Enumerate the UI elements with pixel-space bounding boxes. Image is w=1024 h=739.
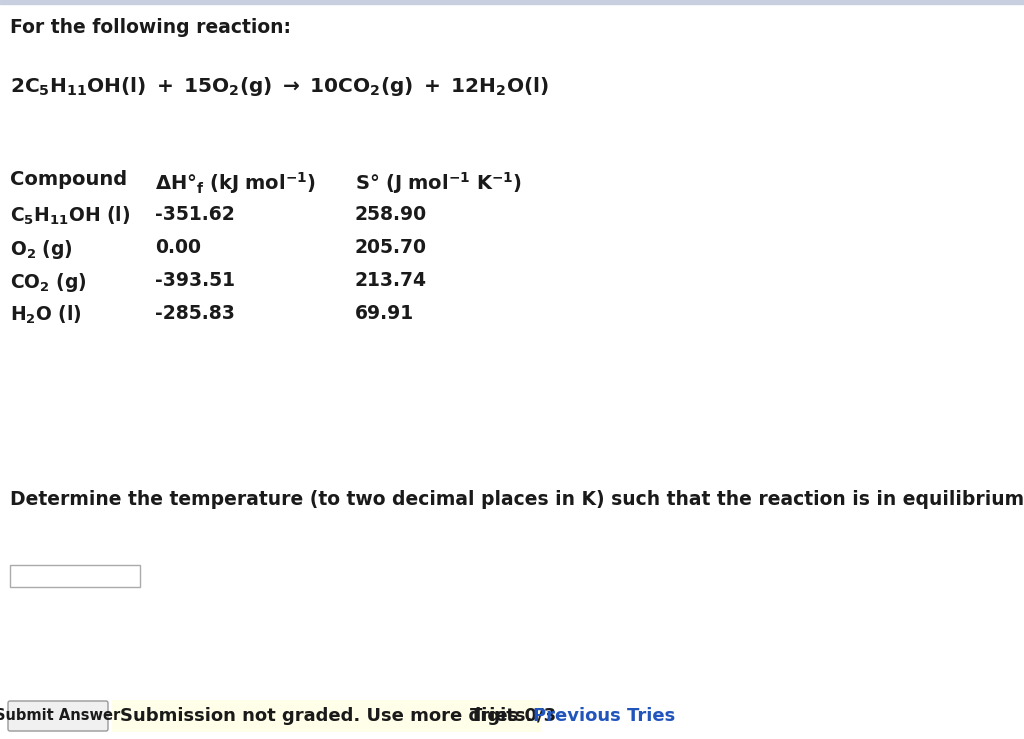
Text: -393.51: -393.51 [155,271,234,290]
Text: 205.70: 205.70 [355,238,427,257]
Text: Submission not graded. Use more digits.: Submission not graded. Use more digits. [120,707,532,725]
FancyBboxPatch shape [8,701,108,731]
Text: Determine the temperature (to two decimal places in K) such that the reaction is: Determine the temperature (to two decima… [10,490,1024,509]
Text: $\mathbf{H_2O\ (l)}$: $\mathbf{H_2O\ (l)}$ [10,304,82,327]
Text: 69.91: 69.91 [355,304,414,323]
Bar [0,0,1024,4]
Text: $\mathbf{2C_5H_{11}OH(l)\ +\ 15O_2(g)\ \rightarrow\ 10CO_2(g)\ +\ 12H_2O(l)}$: $\mathbf{2C_5H_{11}OH(l)\ +\ 15O_2(g)\ \… [10,75,549,98]
Text: $\mathbf{\Delta H°_f\ (kJ\ mol^{-1})}$: $\mathbf{\Delta H°_f\ (kJ\ mol^{-1})}$ [155,170,316,196]
Text: Previous Tries: Previous Tries [534,707,675,725]
Text: -285.83: -285.83 [155,304,234,323]
FancyBboxPatch shape [10,565,140,587]
Text: $\mathbf{CO_2\ (g)}$: $\mathbf{CO_2\ (g)}$ [10,271,87,294]
Text: Submit Answer: Submit Answer [0,709,121,723]
Text: -351.62: -351.62 [155,205,234,224]
Text: 258.90: 258.90 [355,205,427,224]
Text: 0.00: 0.00 [155,238,201,257]
Text: For the following reaction:: For the following reaction: [10,18,291,37]
Text: 213.74: 213.74 [355,271,427,290]
Text: $\mathbf{S°\ (J\ mol^{-1}\ K^{-1})}$: $\mathbf{S°\ (J\ mol^{-1}\ K^{-1})}$ [355,170,522,196]
Text: Compound: Compound [10,170,127,189]
Text: Tries 0/3: Tries 0/3 [470,707,562,725]
Bar [112,700,542,732]
Text: $\mathbf{O_2\ (g)}$: $\mathbf{O_2\ (g)}$ [10,238,73,261]
Text: $\mathbf{C_5H_{11}OH\ (l)}$: $\mathbf{C_5H_{11}OH\ (l)}$ [10,205,130,228]
